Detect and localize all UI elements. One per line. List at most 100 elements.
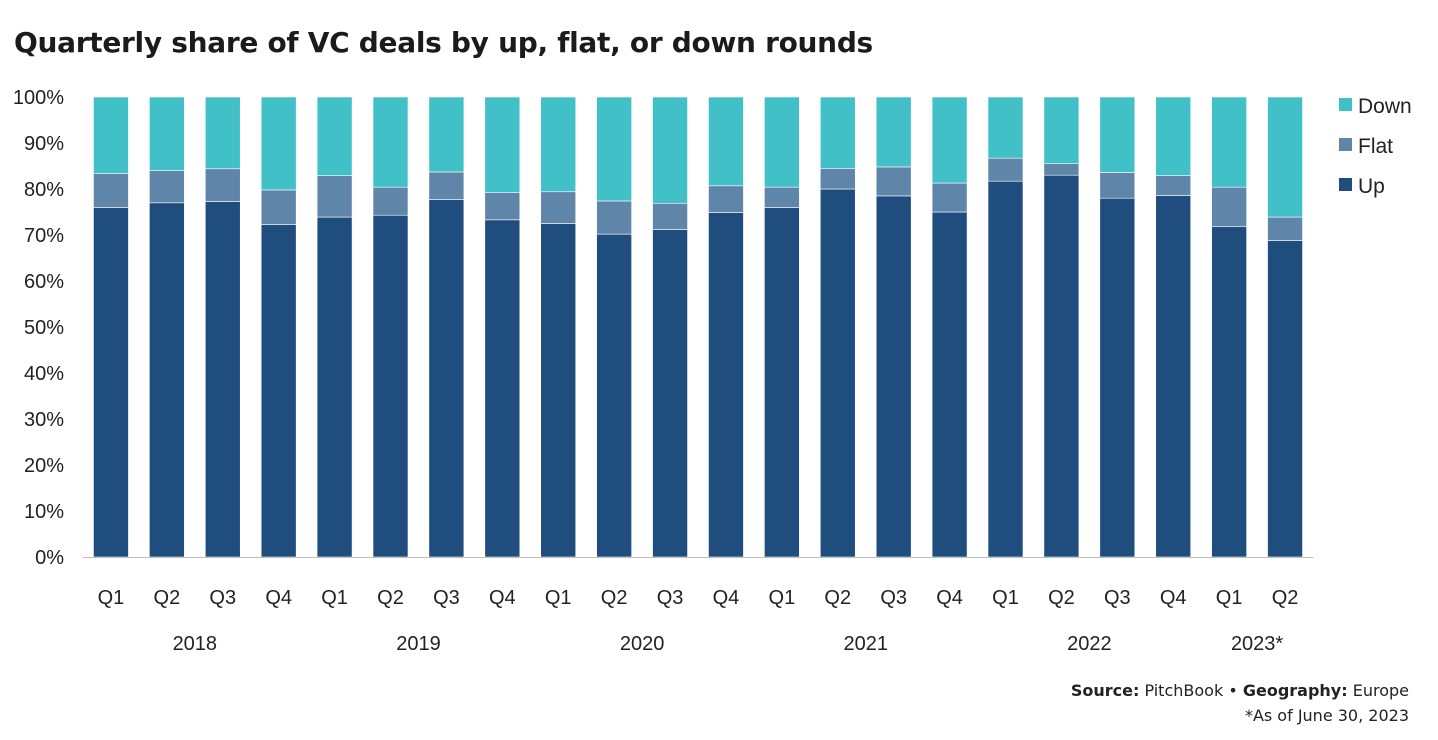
x-tick-label: Q3	[209, 587, 236, 609]
bar-segment-down	[260, 96, 297, 191]
x-tick-label: Q2	[824, 587, 851, 609]
bar-segment-up	[764, 207, 800, 558]
bar-segment-down	[316, 96, 353, 176]
y-tick-label: 30%	[24, 409, 64, 431]
bar-segment-flat	[931, 182, 968, 213]
source-line: Source: PitchBook • Geography: Europe	[1071, 681, 1409, 700]
bar-segment-flat	[875, 166, 912, 197]
x-tick-label: Q4	[265, 587, 292, 609]
bar-segment-up	[652, 229, 688, 558]
bar-segment-up	[596, 233, 632, 558]
geography-label: Geography:	[1242, 681, 1348, 700]
x-tick-label: Q1	[321, 587, 348, 609]
bar-segment-up	[372, 214, 409, 558]
bar-segment-flat	[1099, 172, 1136, 199]
bar-segment-up	[931, 211, 968, 558]
bar-segment-flat	[260, 189, 297, 225]
bar-segment-down	[540, 96, 577, 193]
x-tick-label: Q3	[657, 587, 684, 609]
bar-segment-up	[875, 195, 912, 558]
bar-segment-up	[428, 199, 465, 558]
bar-segment-down	[931, 96, 968, 184]
x-tick-label: Q2	[154, 587, 181, 609]
bars	[93, 96, 1303, 558]
year-label: 2021	[843, 633, 888, 655]
bar-segment-down	[819, 96, 856, 169]
bar-segment-down	[1043, 96, 1080, 164]
bar-segment-up	[316, 216, 353, 558]
legend-label-flat: Flat	[1358, 135, 1393, 158]
bar-segment-up	[987, 180, 1024, 558]
bar-segment-flat	[1211, 186, 1247, 228]
x-tick-label: Q1	[545, 587, 572, 609]
year-label: 2018	[173, 633, 218, 655]
y-tick-label: 10%	[24, 501, 64, 523]
bar-segment-down	[875, 96, 912, 168]
bar-segment-flat	[484, 192, 521, 221]
x-tick-label: Q4	[1160, 587, 1187, 609]
x-tick-label: Q2	[377, 587, 404, 609]
bar-segment-up	[540, 223, 577, 558]
y-tick-label: 90%	[24, 133, 64, 155]
y-tick-label: 20%	[24, 455, 64, 477]
bar-segment-down	[652, 96, 688, 204]
x-tick-label: Q2	[1048, 587, 1075, 609]
y-tick-label: 0%	[35, 547, 64, 569]
bar-segment-flat	[819, 168, 856, 190]
legend: Down Flat Up	[1339, 95, 1412, 198]
x-tick-label: Q3	[1104, 587, 1131, 609]
bar-segment-flat	[596, 200, 632, 235]
legend-swatch-up	[1339, 178, 1352, 191]
legend-label-up: Up	[1358, 175, 1385, 198]
x-tick-label: Q4	[936, 587, 963, 609]
bar-segment-down	[149, 96, 185, 171]
y-tick-label: 50%	[24, 317, 64, 339]
bar-segment-up	[708, 212, 744, 558]
bar-segment-flat	[1267, 216, 1303, 241]
source-separator: •	[1228, 681, 1238, 700]
bar-segment-flat	[987, 157, 1024, 182]
source-value: PitchBook	[1144, 681, 1224, 700]
bar-segment-flat	[372, 186, 409, 216]
bar-segment-up	[204, 201, 241, 558]
bar-segment-flat	[149, 170, 185, 204]
bar-segment-down	[1267, 96, 1303, 218]
bar-segment-up	[484, 219, 521, 558]
year-label: 2020	[620, 633, 665, 655]
bar-segment-up	[260, 224, 297, 558]
x-tick-label: Q4	[713, 587, 740, 609]
bar-segment-down	[987, 96, 1024, 159]
bar-segment-down	[372, 96, 409, 188]
bar-segment-flat	[540, 191, 577, 224]
legend-label-down: Down	[1358, 95, 1412, 118]
x-tick-label: Q1	[769, 587, 796, 609]
y-tick-label: 60%	[24, 271, 64, 293]
footnote: *As of June 30, 2023	[1244, 706, 1409, 725]
bar-segment-up	[149, 202, 185, 558]
bar-segment-down	[93, 96, 129, 174]
legend-swatch-down	[1339, 98, 1352, 111]
y-tick-label: 80%	[24, 179, 64, 201]
bar-segment-up	[1211, 226, 1247, 558]
bar-segment-flat	[316, 175, 353, 218]
x-tick-label: Q3	[433, 587, 460, 609]
year-label: 2022	[1067, 633, 1112, 655]
bar-segment-up	[1267, 240, 1303, 558]
year-label: 2023*	[1231, 633, 1283, 655]
chart-title: Quarterly share of VC deals by up, flat,…	[14, 26, 873, 59]
y-axis: 0% 10% 20% 30% 40% 50% 60% 70% 80% 90% 100%	[13, 87, 64, 569]
bar-segment-down	[204, 96, 241, 170]
bar-segment-flat	[1043, 163, 1080, 176]
bar-segment-up	[819, 188, 856, 558]
x-tick-label: Q2	[601, 587, 628, 609]
x-axis: Q1 Q2 Q3 Q4 Q1 Q2 Q3 Q4 Q1 Q2 Q3 Q4 Q1 Q2 Q3 Q4 Q1 Q2 Q3 Q4…	[83, 557, 1313, 655]
x-tick-label: Q1	[1216, 587, 1243, 609]
geography-value: Europe	[1352, 681, 1409, 700]
x-tick-label: Q1	[992, 587, 1019, 609]
bar-segment-down	[1211, 96, 1247, 188]
x-tick-label: Q4	[489, 587, 516, 609]
x-tick-label: Q1	[98, 587, 125, 609]
bar-segment-down	[596, 96, 632, 202]
source-label: Source:	[1070, 681, 1140, 700]
